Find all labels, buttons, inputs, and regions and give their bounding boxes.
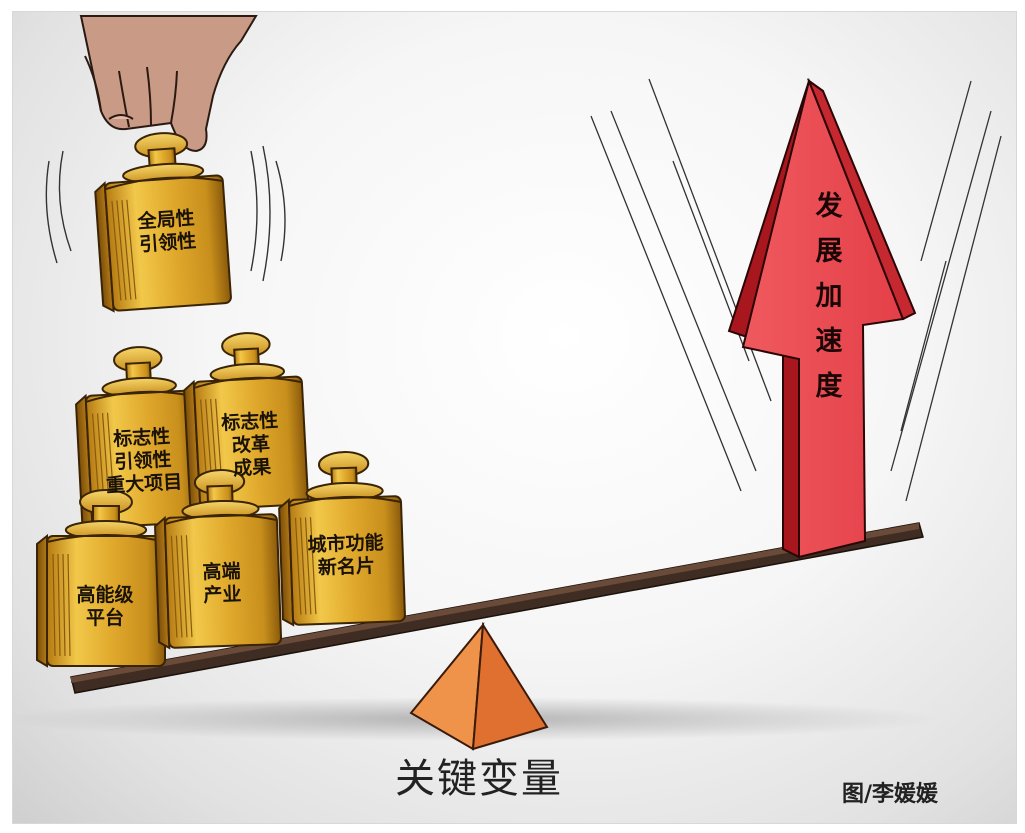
- speed-lines: [590, 78, 1002, 502]
- weight-label: 标志性 改革 成果: [220, 409, 279, 480]
- arrow-up-icon: [727, 77, 917, 559]
- weight-label: 全局性 引领性: [136, 207, 197, 256]
- weight-label: 高能级 平台: [76, 584, 134, 629]
- motion-lines: [45, 145, 286, 282]
- cartoon-illustration: [13, 15, 1002, 751]
- illustration-frame: 全局性 引领性标志性 引领性 重大项目 标志性 改革 成果高能级 平台 高端 产业 城…: [12, 11, 1017, 824]
- fulcrum: [409, 621, 549, 751]
- weight-label: 城市功能 新名片: [307, 531, 384, 579]
- gold-weight: [36, 489, 166, 668]
- hand-icon: [79, 15, 258, 153]
- arrow-label: 发 展 加 速 度: [815, 191, 843, 402]
- weight-label: 高端 产业: [202, 560, 242, 607]
- gold-weight: [278, 451, 406, 627]
- gold-weight: [94, 132, 232, 313]
- credit-line: 图/李媛媛: [842, 781, 939, 807]
- scale-beam: [70, 522, 924, 694]
- caption: 关键变量: [395, 756, 563, 802]
- gold-weight: [154, 469, 283, 650]
- weight-label: 标志性 引领性 重大项目: [105, 425, 183, 497]
- weights-group: [36, 132, 406, 668]
